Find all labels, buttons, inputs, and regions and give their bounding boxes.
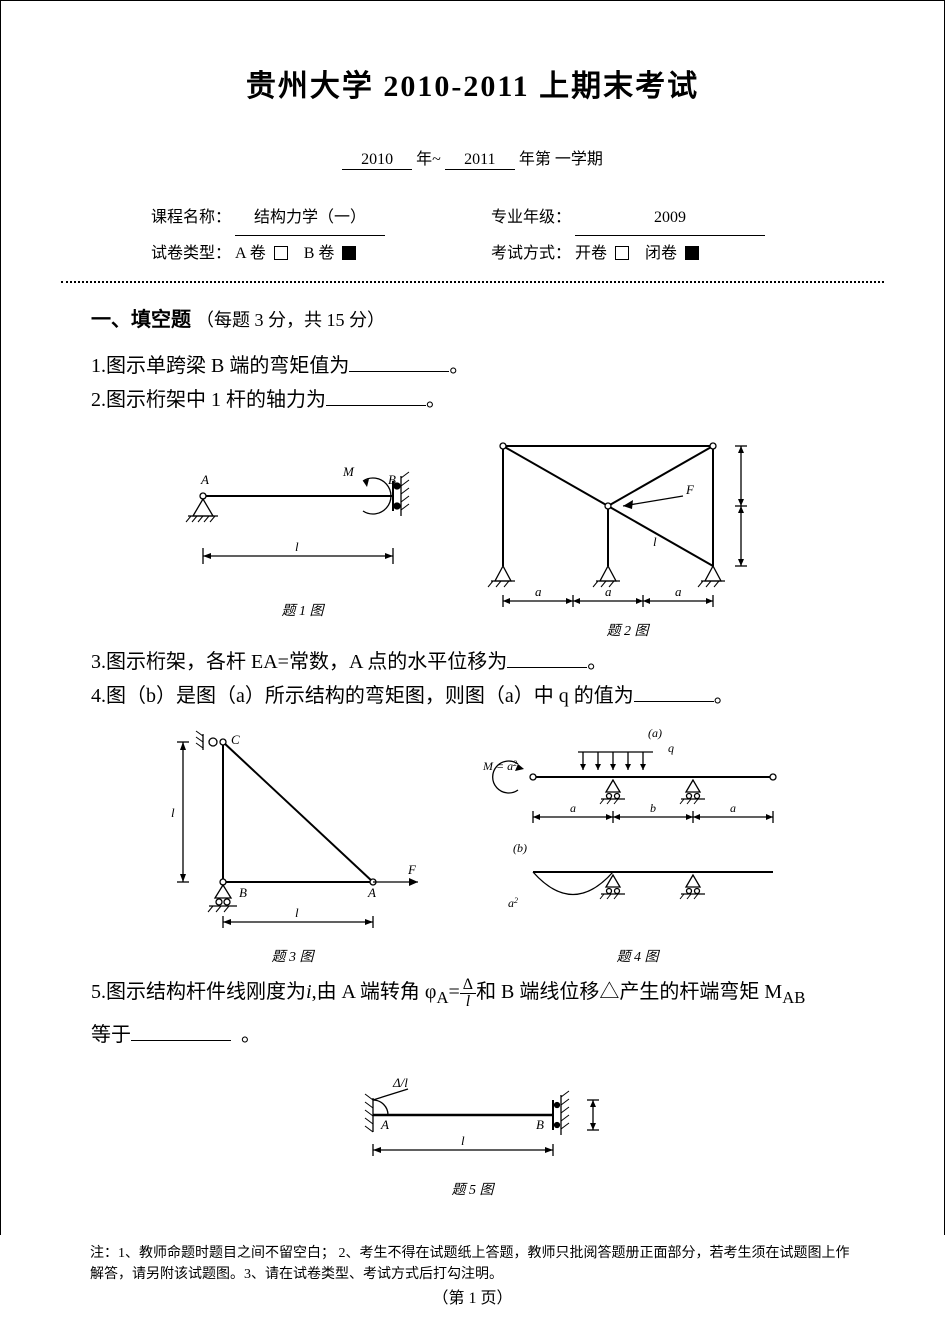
open-book-label: 开卷 — [575, 245, 607, 262]
page-number: （第 1 页） — [90, 1287, 855, 1311]
figure-3-svg: F C B A l — [143, 722, 443, 942]
figure-2-svg: F l — [473, 426, 783, 616]
blank-q1 — [349, 352, 449, 372]
svg-text:a: a — [605, 584, 612, 599]
meta-block: 课程名称： 结构力学（一） 专业年级： 2009 试卷类型： A 卷 B 卷 考… — [151, 200, 854, 271]
paper-type-label: 试卷类型： — [151, 245, 231, 262]
figure-3-caption: 题 3 图 — [143, 946, 443, 966]
figure-3: F C B A l — [143, 722, 443, 966]
svg-text:q: q — [668, 741, 674, 755]
svg-text:C: C — [231, 732, 240, 747]
figure-1-svg: A B M l — [163, 426, 443, 596]
svg-text:(a): (a) — [648, 726, 662, 740]
footer-note: 注：1、教师命题时题目之间不留空白； 2、考生不得在试题纸上答题，教师只批阅答题… — [90, 1243, 855, 1285]
figure-4: (a) M = a2 q — [473, 722, 803, 966]
blank-q5 — [131, 1021, 231, 1041]
svg-text:Δ/l: Δ/l — [392, 1075, 408, 1090]
year-to: 2011 — [445, 151, 515, 170]
figures-row-1: A B M l 题 1 图 — [91, 426, 854, 640]
question-1: 1.图示单跨梁 B 端的弯矩值为。 — [91, 350, 854, 382]
major-label: 专业年级： — [491, 209, 571, 226]
footer: 注：1、教师命题时题目之间不留空白； 2、考生不得在试题纸上答题，教师只批阅答题… — [0, 1235, 945, 1317]
svg-text:l: l — [171, 805, 175, 820]
closed-book-label: 闭卷 — [645, 245, 677, 262]
fraction-delta-l: Δl — [460, 977, 476, 1010]
svg-text:B: B — [239, 885, 247, 900]
blank-q3 — [507, 648, 587, 668]
question-4: 4.图（b）是图（a）所示结构的弯矩图，则图（a）中 q 的值为。 — [91, 680, 854, 712]
svg-text:A: A — [200, 472, 209, 487]
figure-5: Δ/l A B l — [313, 1065, 633, 1199]
blank-q2 — [326, 386, 426, 406]
major-year: 2009 — [575, 200, 765, 236]
figure-1: A B M l 题 1 图 — [163, 426, 443, 640]
dotted-divider — [61, 281, 884, 283]
closed-book-checkbox — [685, 246, 699, 260]
svg-text:a: a — [730, 801, 736, 815]
exam-title: 贵州大学 2010-2011 上期末考试 — [91, 61, 854, 105]
svg-text:M: M — [342, 464, 355, 479]
paper-a-checkbox — [274, 246, 288, 260]
exam-page: 贵州大学 2010-2011 上期末考试 2010 年~ 2011 年第 一学期… — [0, 0, 945, 1235]
svg-text:a2: a2 — [508, 896, 518, 910]
svg-text:M = a2: M = a2 — [482, 759, 517, 773]
year-from: 2010 — [342, 151, 412, 170]
figure-1-caption: 题 1 图 — [163, 600, 443, 620]
figure-4-svg: (a) M = a2 q — [473, 722, 803, 942]
course-name: 结构力学（一） — [235, 200, 385, 236]
svg-text:F: F — [407, 862, 417, 877]
figure-2-caption: 题 2 图 — [473, 620, 783, 640]
figures-row-2: F C B A l — [91, 722, 854, 966]
svg-text:a: a — [535, 584, 542, 599]
figure-5-caption: 题 5 图 — [313, 1179, 633, 1199]
paper-b-checkbox — [342, 246, 356, 260]
course-label: 课程名称： — [151, 209, 231, 226]
svg-text:l: l — [653, 534, 657, 549]
blank-q4 — [634, 682, 714, 702]
paper-a-label: A 卷 — [235, 245, 266, 262]
figure-5-svg: Δ/l A B l — [313, 1065, 633, 1175]
svg-text:a: a — [570, 801, 576, 815]
semester-suffix: 年第 一学期 — [519, 151, 603, 168]
open-book-checkbox — [615, 246, 629, 260]
question-3: 3.图示桁架，各杆 EA=常数，A 点的水平位移为。 — [91, 646, 854, 678]
section-1-head: 一、填空题 （每题 3 分，共 15 分） — [91, 303, 854, 332]
svg-text:l: l — [461, 1133, 465, 1148]
question-2: 2.图示桁架中 1 杆的轴力为。 — [91, 384, 854, 416]
svg-text:B: B — [536, 1117, 544, 1132]
svg-text:F: F — [685, 482, 695, 497]
svg-text:b: b — [650, 801, 656, 815]
figures-row-3: Δ/l A B l — [91, 1065, 854, 1199]
svg-text:B: B — [388, 472, 396, 487]
svg-text:A: A — [367, 885, 376, 900]
svg-text:a: a — [675, 584, 682, 599]
figure-4-caption: 题 4 图 — [473, 946, 803, 966]
svg-text:A: A — [380, 1117, 389, 1132]
svg-text:l: l — [295, 539, 299, 554]
exam-mode-label: 考试方式： — [491, 245, 571, 262]
figure-2: F l — [473, 426, 783, 640]
semester-line: 2010 年~ 2011 年第 一学期 — [91, 145, 854, 170]
question-5: 5.图示结构杆件线刚度为i,由 A 端转角 φA=Δl和 B 端线位移△产生的杆… — [91, 972, 854, 1054]
paper-b-label: B 卷 — [304, 245, 335, 262]
svg-text:(b): (b) — [513, 841, 527, 855]
svg-text:l: l — [295, 905, 299, 920]
